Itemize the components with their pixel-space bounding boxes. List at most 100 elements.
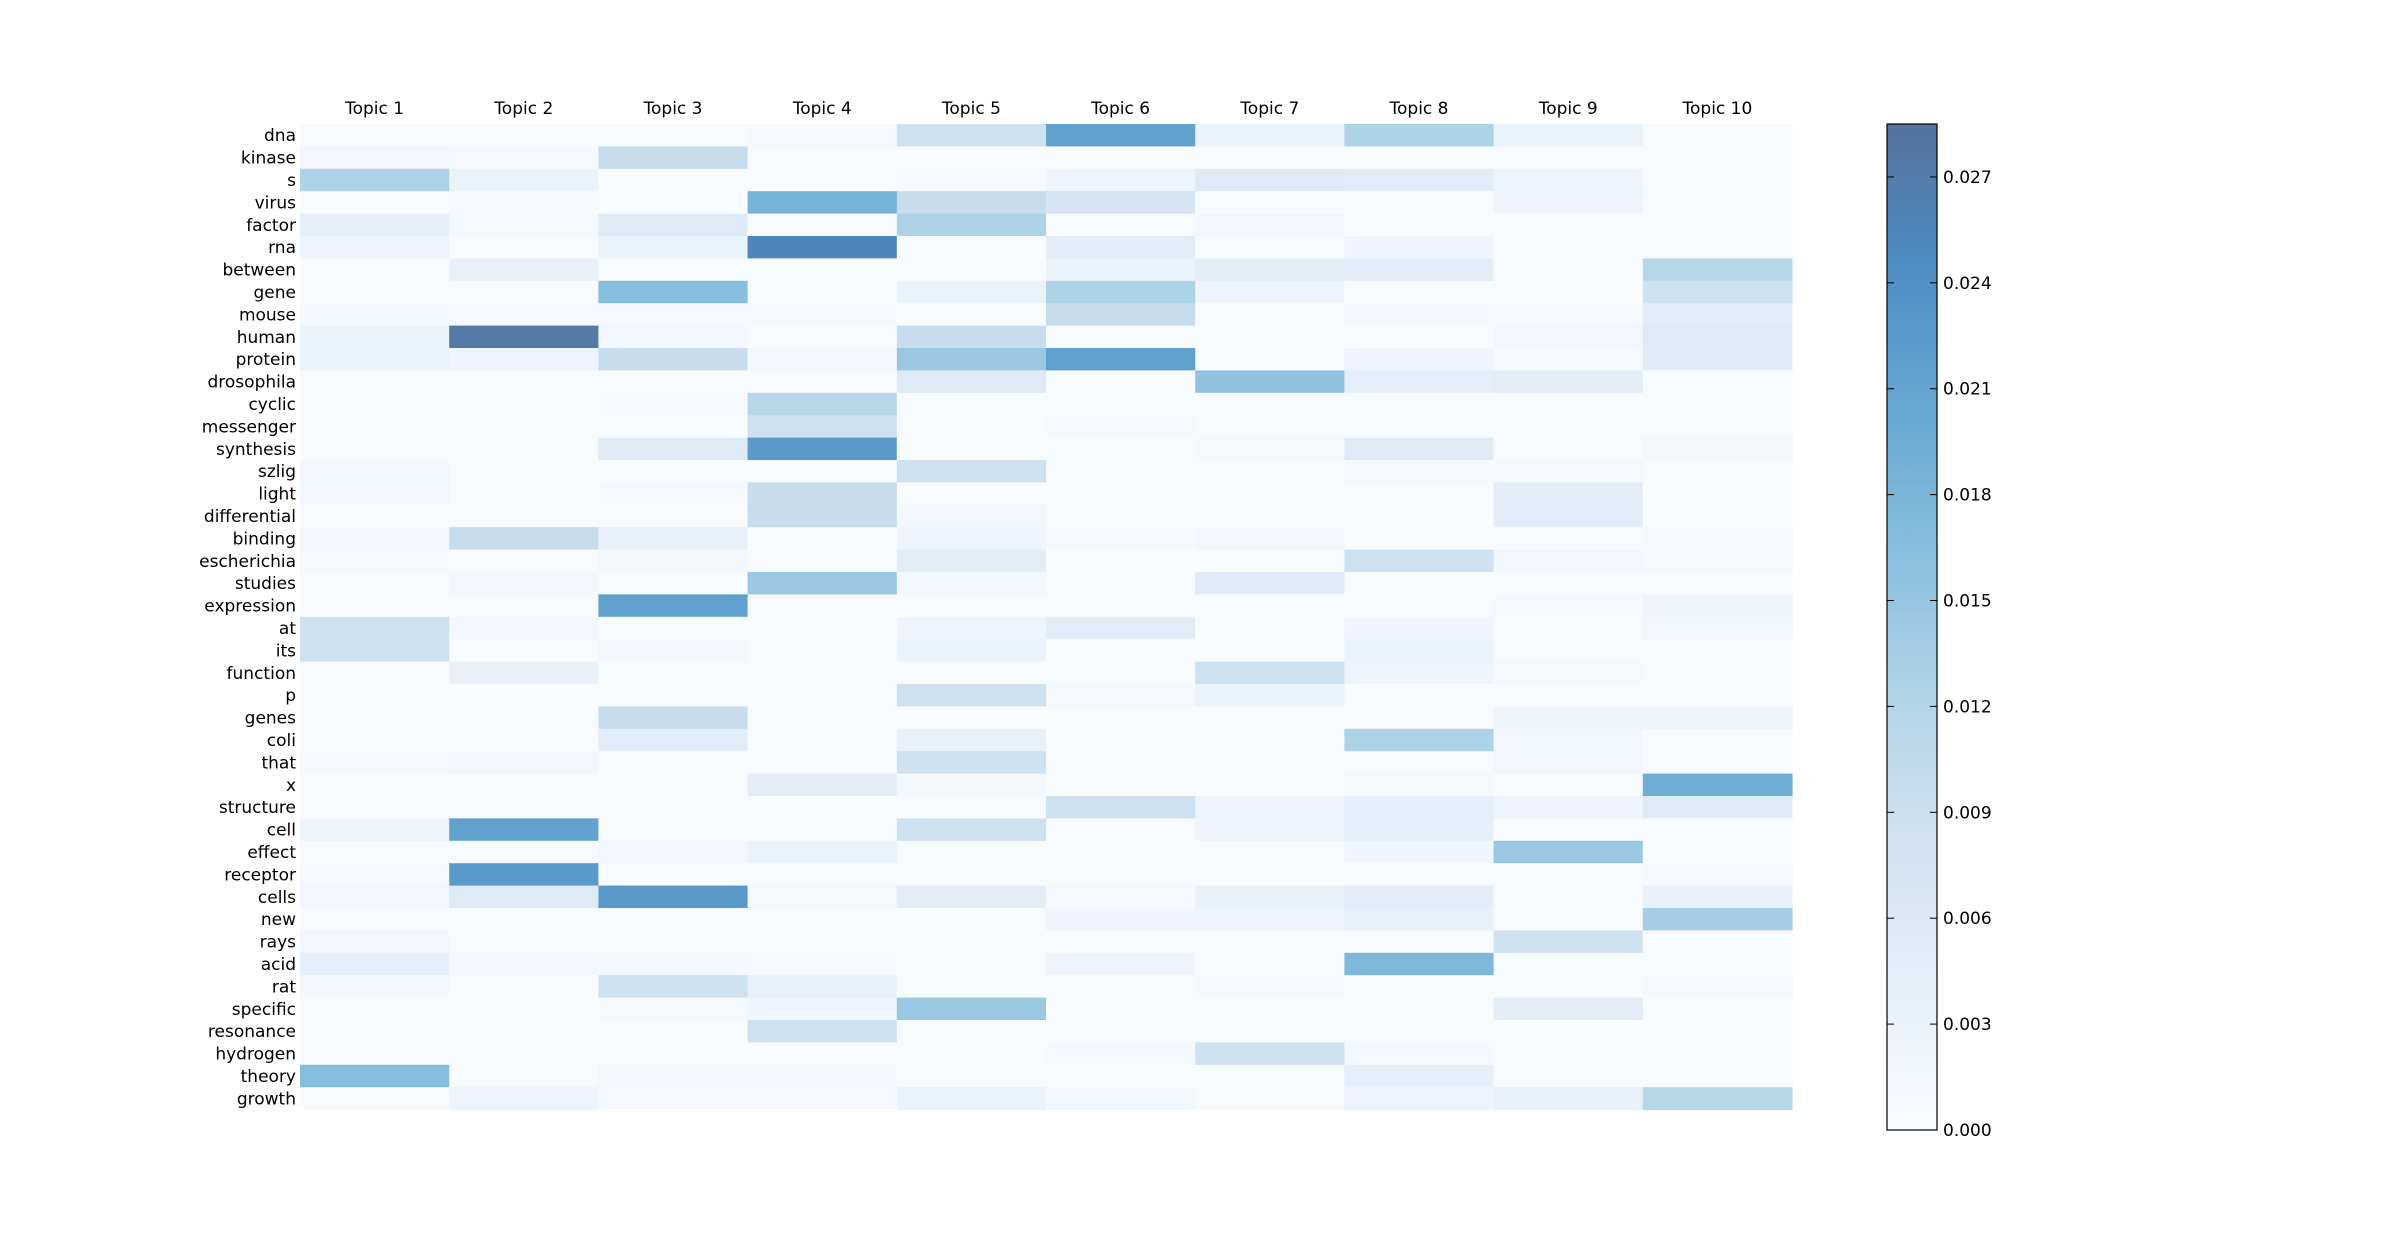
heatmap-cell: [300, 1064, 450, 1088]
heatmap-cell: [1642, 796, 1793, 819]
heatmap-cell: [1195, 572, 1345, 595]
heatmap-cell: [747, 415, 898, 439]
heatmap-cell: [1344, 952, 1495, 976]
heatmap-cell: [896, 168, 1047, 192]
heatmap-cell: [1046, 213, 1196, 237]
heatmap-cell: [449, 639, 599, 663]
heatmap-cell: [598, 549, 749, 573]
heatmap-cell: [747, 527, 898, 551]
heatmap-cell: [747, 885, 898, 909]
heatmap-cell: [300, 661, 450, 685]
heatmap-cell: [896, 930, 1047, 954]
colorbar-ticks: 0.000 0.003 0.006 0.009 0.012 0.015 0.018 0.021…: [1887, 168, 1992, 1141]
heatmap-cell: [1344, 549, 1495, 573]
row-label: receptor: [224, 865, 296, 885]
heatmap-cell: [747, 124, 898, 147]
heatmap-cell: [1344, 594, 1495, 618]
heatmap-cell: [1195, 706, 1345, 730]
heatmap-cell: [1344, 572, 1495, 595]
heatmap-cell: [449, 1020, 599, 1043]
heatmap-cell: [747, 997, 898, 1021]
heatmap-cell: [449, 146, 599, 170]
heatmap-cell: [1195, 997, 1345, 1021]
heatmap-cell: [449, 706, 599, 730]
heatmap-cell: [1195, 885, 1345, 909]
heatmap-cell: [1493, 392, 1644, 416]
heatmap-cell: [1493, 639, 1644, 663]
heatmap-cell: [1493, 952, 1644, 976]
heatmap-cell: [300, 303, 450, 327]
heatmap-cell: [747, 908, 898, 931]
heatmap-cell: [449, 124, 599, 147]
heatmap-cell: [1046, 997, 1196, 1021]
heatmap-cell: [598, 213, 749, 237]
heatmap-cell: [1493, 818, 1644, 842]
heatmap-cell: [1046, 975, 1196, 999]
heatmap-cell: [1344, 527, 1495, 551]
row-label: escherichia: [199, 552, 296, 572]
heatmap-cell: [449, 392, 599, 416]
row-label: synthesis: [216, 440, 296, 460]
heatmap-cell: [1642, 594, 1793, 618]
heatmap-cell: [1344, 975, 1495, 999]
heatmap-cell: [1046, 527, 1196, 551]
heatmap-cell: [300, 415, 450, 439]
heatmap-cell: [1493, 146, 1644, 170]
heatmap-cell: [1493, 213, 1644, 237]
heatmap-cell: [1642, 482, 1793, 506]
heatmap-cell: [1046, 1020, 1196, 1043]
heatmap-cell: [1046, 840, 1196, 864]
heatmap-cell: [1195, 236, 1345, 259]
heatmap-cell: [1195, 1064, 1345, 1088]
row-label: rna: [268, 238, 296, 258]
heatmap-cell: [1046, 460, 1196, 483]
heatmap-cell: [1195, 415, 1345, 439]
heatmap-cell: [1642, 325, 1793, 349]
heatmap-cell: [747, 437, 898, 461]
heatmap-cell: [1493, 572, 1644, 595]
column-label: Topic 4: [792, 99, 852, 119]
colorbar: 0.000 0.003 0.006 0.009 0.012 0.015 0.018 0.021…: [1886, 123, 1992, 1141]
heatmap-cell: [1493, 840, 1644, 864]
heatmap-cell: [598, 997, 749, 1021]
heatmap-cell: [449, 549, 599, 573]
heatmap-cell: [1195, 594, 1345, 618]
heatmap-cell: [747, 639, 898, 663]
row-label: effect: [247, 843, 296, 863]
heatmap-cell: [896, 594, 1047, 618]
colorbar-tick-label: 0.018: [1943, 486, 1992, 506]
heatmap-cell: [1493, 236, 1644, 259]
heatmap-cell: [1046, 280, 1196, 304]
heatmap-cell: [896, 952, 1047, 976]
heatmap-cell: [449, 1087, 599, 1111]
heatmap-cell: [747, 549, 898, 573]
heatmap-cell: [1046, 191, 1196, 215]
heatmap-cell: [1046, 572, 1196, 595]
heatmap-cell: [1046, 146, 1196, 170]
heatmap-cell: [449, 168, 599, 192]
heatmap-cell: [300, 975, 450, 999]
heatmap-cell: [598, 348, 749, 371]
heatmap-cell: [1195, 348, 1345, 371]
heatmap-cell: [1046, 728, 1196, 752]
heatmap-cell: [747, 751, 898, 775]
heatmap-cell: [1344, 840, 1495, 864]
heatmap-cell: [1344, 392, 1495, 416]
column-label: Topic 6: [1090, 99, 1150, 119]
heatmap-cell: [1344, 1064, 1495, 1088]
heatmap-cell: [1493, 168, 1644, 192]
heatmap-cell: [1195, 908, 1345, 931]
heatmap-cell: [449, 482, 599, 506]
heatmap-cell: [1642, 863, 1793, 887]
heatmap-cell: [1046, 124, 1196, 147]
row-label: theory: [241, 1067, 296, 1087]
heatmap-cell: [747, 773, 898, 797]
heatmap-cell: [1344, 482, 1495, 506]
colorbar-frame: [1886, 123, 1938, 1131]
heatmap-cell: [449, 325, 599, 349]
heatmap-cell: [896, 997, 1047, 1021]
heatmap-cell: [1046, 952, 1196, 976]
heatmap-cell: [1493, 549, 1644, 573]
heatmap-cell: [598, 840, 749, 864]
